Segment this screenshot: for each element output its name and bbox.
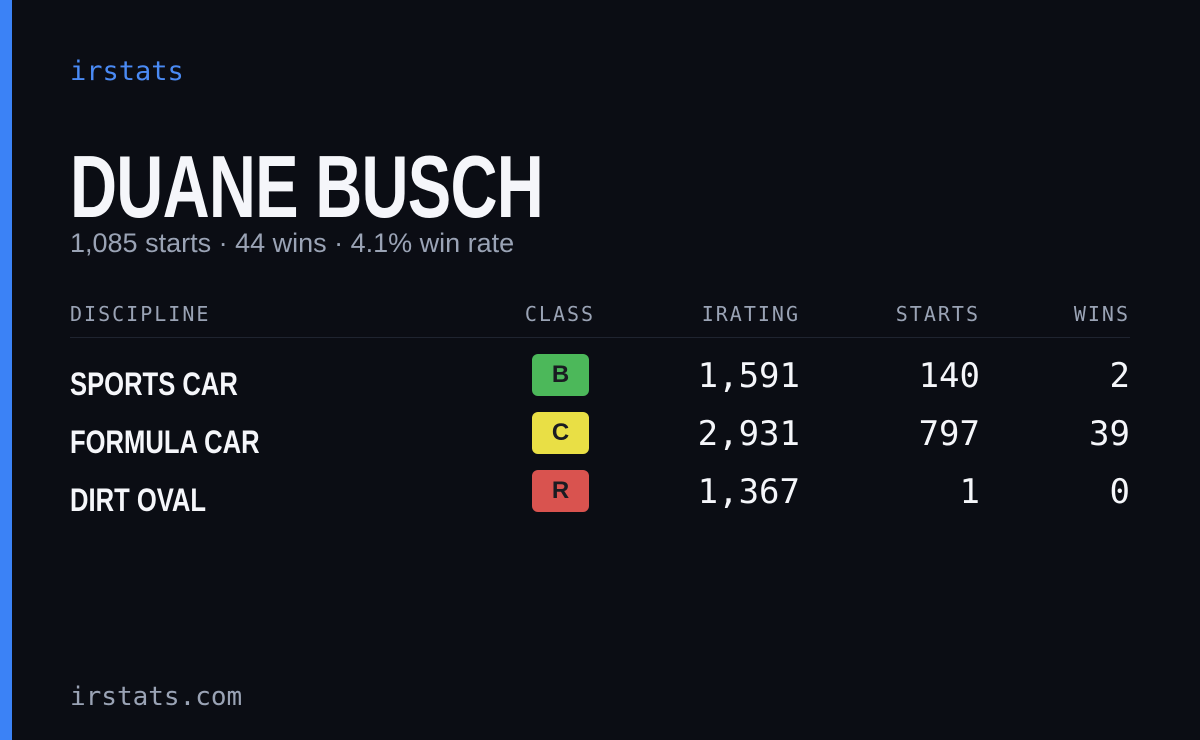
driver-name: DUANE BUSCH (70, 137, 544, 236)
starts: 1 (959, 472, 980, 512)
class-badge: R (532, 470, 589, 512)
class-badge: B (532, 354, 589, 396)
wins: 0 (1109, 472, 1130, 512)
wins: 39 (1089, 414, 1130, 454)
column-header: IRATING (701, 302, 800, 326)
irating: 1,367 (697, 472, 800, 512)
starts: 797 (918, 414, 980, 454)
accent-bar (0, 0, 12, 740)
starts: 140 (918, 356, 980, 396)
column-header: WINS (1073, 302, 1130, 326)
column-header: STARTS (895, 302, 980, 326)
wins: 2 (1109, 356, 1130, 396)
discipline: SPORTS CAR (70, 366, 238, 402)
discipline: FORMULA CAR (70, 424, 260, 460)
footer: irstats.com (70, 682, 243, 712)
header-rule (70, 337, 1130, 338)
irating: 2,931 (697, 414, 800, 454)
class-badge: C (532, 412, 589, 454)
brand: irstats (70, 56, 184, 87)
column-header: DISCIPLINE (70, 302, 211, 326)
irating: 1,591 (697, 356, 800, 396)
discipline: DIRT OVAL (70, 482, 207, 518)
driver-summary: 1,085 starts · 44 wins · 4.1% win rate (70, 228, 515, 258)
column-header: CLASS (524, 302, 596, 326)
